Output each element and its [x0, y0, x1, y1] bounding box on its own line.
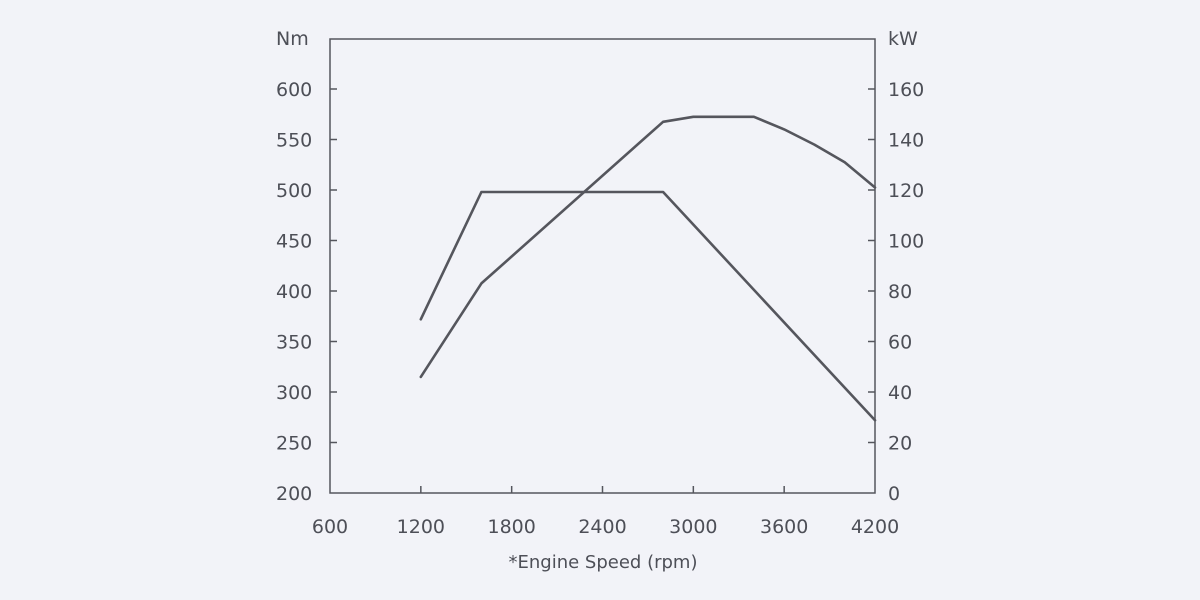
lines-layer	[419, 115, 877, 422]
y-right-tick-label: 60	[888, 332, 912, 354]
x-tick-label: 1800	[487, 516, 535, 538]
y-right-tick-label: 0	[888, 483, 900, 505]
x-tick-label: 4200	[851, 516, 899, 538]
y-right-tick-label: 160	[888, 79, 924, 101]
x-tick-label: 600	[312, 516, 348, 538]
y-right-unit-label: kW	[888, 28, 918, 50]
y-right-tick-label: 140	[888, 130, 924, 152]
y-right-tick-label: 100	[888, 231, 924, 253]
y-right-tick-label: 20	[888, 433, 912, 455]
y-left-tick-label: 300	[276, 382, 312, 404]
plot-frame	[329, 38, 876, 494]
y-left-tick-label: 550	[276, 130, 312, 152]
y-left-tick-label: 500	[276, 180, 312, 202]
y-right-tick-label: 80	[888, 281, 912, 303]
y-right-tick-label: 40	[888, 382, 912, 404]
ticks-layer: 600 1200 1800 2400 3000 3600 42002002503003504…	[276, 79, 924, 538]
y-left-tick-label: 450	[276, 231, 312, 253]
x-tick-label: 3000	[669, 516, 717, 538]
y-left-tick-label: 250	[276, 433, 312, 455]
y-left-tick-label: 600	[276, 79, 312, 101]
y-left-tick-label: 350	[276, 332, 312, 354]
x-tick-label: 2400	[578, 516, 626, 538]
torque-curve-line	[419, 190, 877, 422]
y-left-tick-label: 200	[276, 483, 312, 505]
x-tick-label: 1200	[397, 516, 445, 538]
x-axis-label: *Engine Speed (rpm)	[509, 552, 698, 573]
y-right-tick-label: 120	[888, 180, 924, 202]
y-left-tick-label: 400	[276, 281, 312, 303]
x-tick-label: 3600	[760, 516, 808, 538]
power-curve-line	[419, 115, 877, 379]
y-left-unit-label: Nm	[276, 28, 309, 50]
